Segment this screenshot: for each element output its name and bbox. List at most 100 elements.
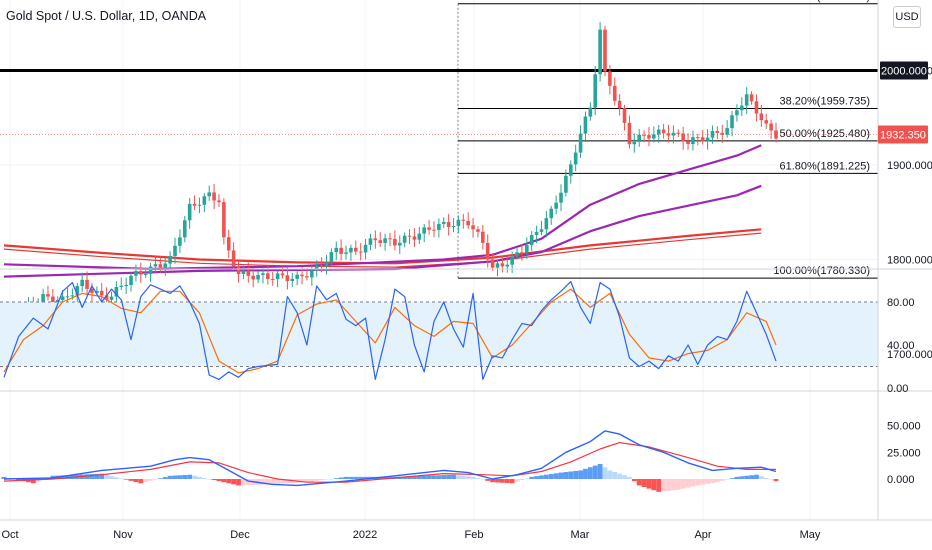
candle [324, 254, 329, 275]
candle-body [544, 218, 549, 230]
candle [412, 228, 417, 248]
macd-histogram-bar [509, 479, 515, 484]
macd-histogram-bar [245, 479, 251, 486]
macd-histogram-bar [446, 474, 452, 479]
candle-body [139, 271, 143, 275]
candle-body [231, 250, 236, 267]
macd-histogram-bar [724, 479, 730, 480]
candle-body [481, 231, 485, 243]
moving-average-long [3, 228, 762, 265]
candle [373, 230, 378, 249]
macd-histogram-bar [182, 474, 188, 479]
candle [80, 272, 84, 292]
candle-body [363, 244, 368, 253]
macd-histogram-bar [426, 475, 432, 479]
candle [270, 271, 275, 286]
macd-signal-line [3, 442, 776, 483]
candle-body [549, 208, 554, 219]
candle-body [163, 263, 168, 268]
candle-body [627, 122, 632, 145]
candle-body [378, 240, 383, 243]
candle-body [266, 273, 270, 279]
candle [163, 257, 168, 276]
macd-histogram-bar [583, 468, 588, 479]
macd-histogram-bar [328, 478, 334, 480]
macd-histogram-bar [607, 470, 613, 479]
candle-body [446, 221, 451, 227]
macd-histogram-bar [177, 475, 183, 479]
candle [124, 277, 128, 294]
candle [217, 194, 221, 207]
candle-body [715, 131, 720, 133]
candle [549, 205, 554, 225]
macd-histogram-bar [192, 475, 197, 479]
macd-histogram-bar [402, 476, 408, 479]
macd-histogram-bar [553, 473, 559, 479]
time-tick-label: Dec [230, 529, 250, 541]
candle [730, 110, 734, 137]
candle-body [739, 105, 744, 111]
candle-body [466, 220, 470, 226]
candle [568, 160, 573, 184]
macd-histogram-bar [651, 479, 657, 491]
macd-histogram-bar [514, 479, 520, 482]
candle [134, 264, 138, 282]
price-pane[interactable]: 0.00%(2070.630) 38.20%(1959.735) 50.00%(19… [0, 0, 878, 336]
candle-body [158, 264, 163, 268]
candle-body [168, 255, 172, 264]
candle [578, 125, 583, 158]
candle-body [300, 274, 304, 277]
currency-button[interactable]: USD [893, 6, 921, 28]
macd-histogram-bar [456, 475, 461, 479]
candle-body [705, 137, 710, 142]
candle [676, 129, 681, 137]
candle [427, 219, 431, 235]
macd-histogram-bar [744, 475, 750, 479]
candle-body [285, 275, 290, 282]
macd-histogram-bar [529, 476, 535, 479]
candle [739, 97, 744, 117]
candle-body [608, 71, 612, 86]
stochastic-pane[interactable] [0, 281, 878, 380]
candle-body [490, 259, 495, 268]
candle-body [173, 245, 177, 256]
candle [759, 104, 764, 127]
candle-body [270, 278, 275, 280]
candle [353, 240, 358, 256]
candle-body [275, 273, 280, 280]
candle-body [622, 108, 627, 123]
candle-body [656, 129, 661, 135]
time-tick-label: Feb [465, 529, 484, 541]
candle [608, 65, 612, 95]
macd-histogram-bar [280, 479, 285, 484]
candle-body [319, 265, 324, 267]
candle [515, 247, 519, 260]
candle-body [505, 264, 510, 267]
candle [686, 132, 690, 150]
candle-body [212, 192, 216, 201]
macd-pane[interactable] [1, 430, 779, 492]
candle-body [329, 252, 334, 263]
macd-histogram-bar [221, 479, 227, 483]
macd-histogram-bar [622, 475, 627, 479]
candle-body [539, 229, 544, 232]
macd-histogram-bar [343, 476, 349, 479]
macd-histogram-bar [587, 467, 593, 479]
candle-body [725, 128, 729, 135]
moving-average-short [3, 144, 762, 271]
candle [148, 262, 153, 282]
macd-histogram-bar [123, 479, 129, 480]
candle [388, 232, 392, 247]
macd-histogram-bar [705, 479, 710, 484]
candle-body [114, 287, 119, 297]
candle [583, 111, 588, 143]
candle [417, 227, 422, 245]
candle [368, 233, 373, 251]
candle [314, 260, 319, 277]
candle [720, 124, 725, 143]
macd-histogram-bar [534, 476, 539, 479]
macd-histogram-bar [113, 477, 119, 479]
candle-body [588, 107, 593, 117]
candle-body [764, 120, 769, 124]
